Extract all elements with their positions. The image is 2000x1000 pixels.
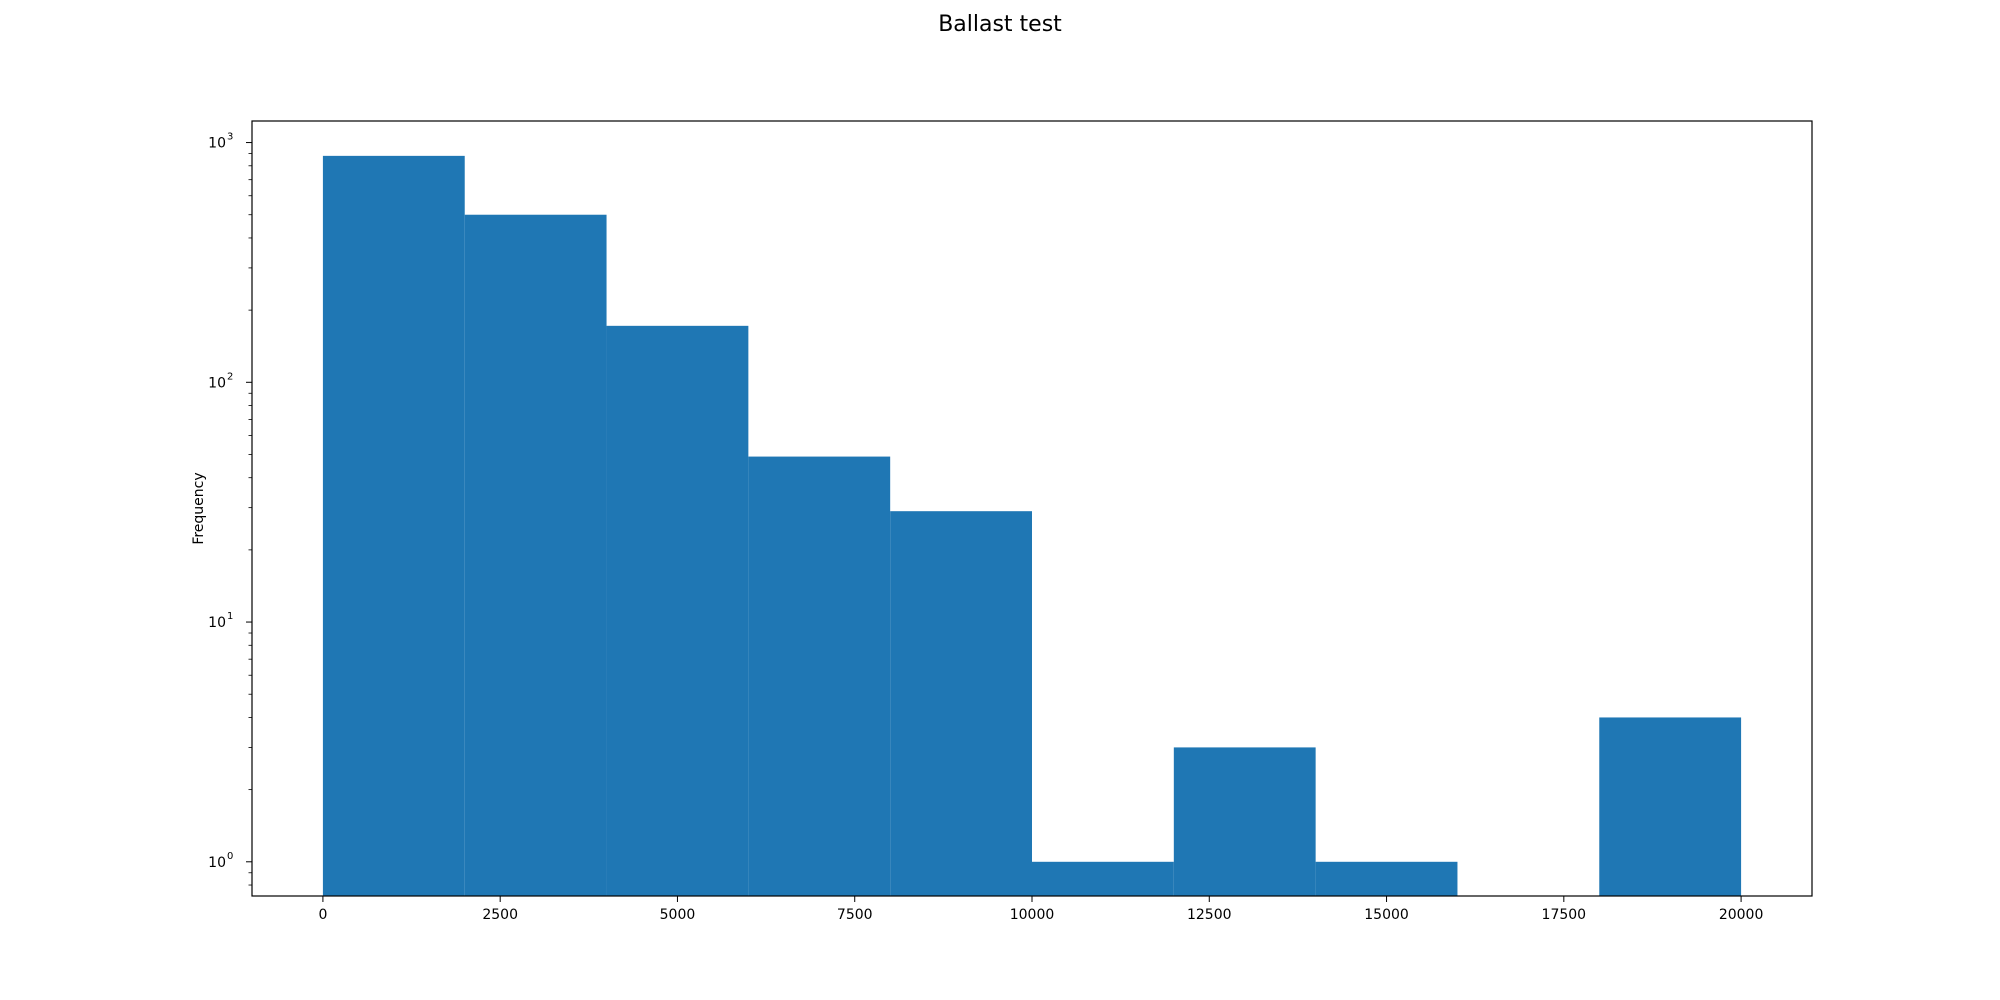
y-tick-exponent: 1: [227, 611, 233, 622]
y-tick-label: 10: [208, 615, 226, 631]
histogram-bar: [464, 214, 607, 896]
x-axis-ticks: 0 2500 5000 7500 10000 12500 15000 17500 20000: [318, 896, 1763, 923]
y-tick-exponent: 2: [227, 371, 233, 382]
x-tick-label: 7500: [837, 907, 873, 923]
y-tick-label: 10: [208, 375, 226, 391]
y-tick-label: 10: [208, 136, 226, 152]
y-tick-exponent: 3: [227, 132, 233, 143]
y-axis-label: Frequency: [191, 472, 207, 544]
histogram-bar: [1173, 747, 1316, 896]
histogram-bar: [1315, 861, 1458, 896]
x-tick-label: 0: [318, 907, 327, 923]
x-tick-label: 2500: [482, 907, 518, 923]
histogram-bar: [322, 155, 465, 896]
chart-title: Ballast test: [938, 12, 1062, 37]
y-tick-label: 10: [208, 855, 226, 871]
histogram-bar: [890, 511, 1032, 896]
histogram-bar: [606, 325, 749, 896]
x-tick-label: 20000: [1719, 907, 1764, 923]
bars-group: [322, 155, 1742, 896]
x-tick-label: 12500: [1187, 907, 1232, 923]
histogram-bar: [1599, 717, 1742, 896]
histogram-bar: [1032, 861, 1174, 896]
histogram-bar: [748, 456, 891, 896]
y-tick-exponent: 0: [227, 851, 233, 862]
x-tick-label: 10000: [1010, 907, 1055, 923]
x-tick-label: 17500: [1542, 907, 1587, 923]
x-tick-label: 15000: [1364, 907, 1409, 923]
x-tick-label: 5000: [660, 907, 696, 923]
